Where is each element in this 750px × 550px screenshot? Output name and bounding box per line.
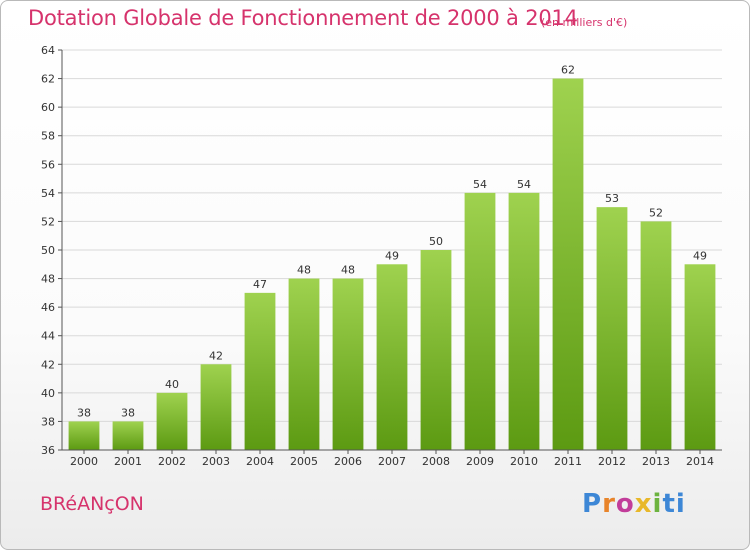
y-tick-label: 50 [41, 244, 55, 257]
data-label: 38 [77, 406, 91, 419]
y-tick-label: 56 [41, 158, 55, 171]
bar [332, 278, 364, 450]
data-label: 50 [429, 235, 443, 248]
data-label: 54 [517, 178, 531, 191]
logo-letter: o [615, 489, 635, 519]
x-tick-label: 2001 [114, 455, 142, 468]
commune-name: BRéANçON [40, 493, 144, 515]
data-label: 62 [561, 64, 575, 77]
y-tick-label: 38 [41, 415, 55, 428]
y-tick-label: 60 [41, 101, 55, 114]
data-label: 42 [209, 349, 223, 362]
bar [508, 192, 540, 450]
data-label: 49 [385, 249, 399, 262]
x-tick-label: 2009 [466, 455, 494, 468]
bar [68, 421, 100, 450]
logo-letter: i [652, 489, 663, 519]
x-tick-label: 2007 [378, 455, 406, 468]
logo-letter: P [582, 489, 603, 519]
x-tick-label: 2010 [510, 455, 538, 468]
logo-letter: r [602, 489, 616, 519]
x-tick-label: 2011 [554, 455, 582, 468]
x-tick-label: 2002 [158, 455, 186, 468]
data-label: 48 [297, 264, 311, 277]
bar [200, 364, 232, 450]
logo-letter: x [634, 489, 653, 519]
data-label: 54 [473, 178, 487, 191]
y-tick-label: 64 [41, 44, 55, 57]
y-tick-label: 52 [41, 215, 55, 228]
bar [376, 264, 408, 450]
y-tick-label: 40 [41, 387, 55, 400]
x-tick-label: 2000 [70, 455, 98, 468]
y-tick-label: 46 [41, 301, 55, 314]
logo-letter: i [675, 489, 686, 519]
bar [112, 421, 144, 450]
logo-letter: t [662, 489, 676, 519]
x-tick-label: 2012 [598, 455, 626, 468]
x-tick-label: 2004 [246, 455, 274, 468]
data-label: 53 [605, 192, 619, 205]
y-tick-label: 54 [41, 187, 55, 200]
data-label: 40 [165, 378, 179, 391]
bar [288, 278, 320, 450]
bar [640, 221, 672, 450]
labels: 36 38 40 42 44 46 48 50 52 54 56 58 60 62 64 38 2000 38 20… [41, 44, 714, 468]
bar [464, 192, 496, 450]
data-label: 38 [121, 406, 135, 419]
y-tick-label: 44 [41, 330, 55, 343]
x-tick-label: 2005 [290, 455, 318, 468]
data-label: 49 [693, 249, 707, 262]
bar [244, 292, 276, 450]
bar [552, 78, 584, 451]
data-label: 47 [253, 278, 267, 291]
chart-title: Dotation Globale de Fonctionnement de 20… [28, 6, 578, 30]
x-tick-label: 2014 [686, 455, 714, 468]
bar [420, 250, 452, 450]
y-tick-label: 42 [41, 358, 55, 371]
y-tick-label: 48 [41, 273, 55, 286]
y-tick-label: 62 [41, 73, 55, 86]
bar [156, 392, 188, 450]
y-tick-label: 36 [41, 444, 55, 457]
x-tick-label: 2006 [334, 455, 362, 468]
x-tick-label: 2008 [422, 455, 450, 468]
axes [58, 49, 722, 454]
data-label: 52 [649, 206, 663, 219]
y-tick-label: 58 [41, 130, 55, 143]
x-tick-label: 2013 [642, 455, 670, 468]
bar [684, 264, 716, 450]
bar [596, 207, 628, 450]
proxiti-logo[interactable]: Proxiti [582, 489, 686, 519]
data-label: 48 [341, 264, 355, 277]
bars [68, 78, 716, 451]
x-tick-label: 2003 [202, 455, 230, 468]
chart-subtitle: (en milliers d'€) [541, 16, 628, 29]
